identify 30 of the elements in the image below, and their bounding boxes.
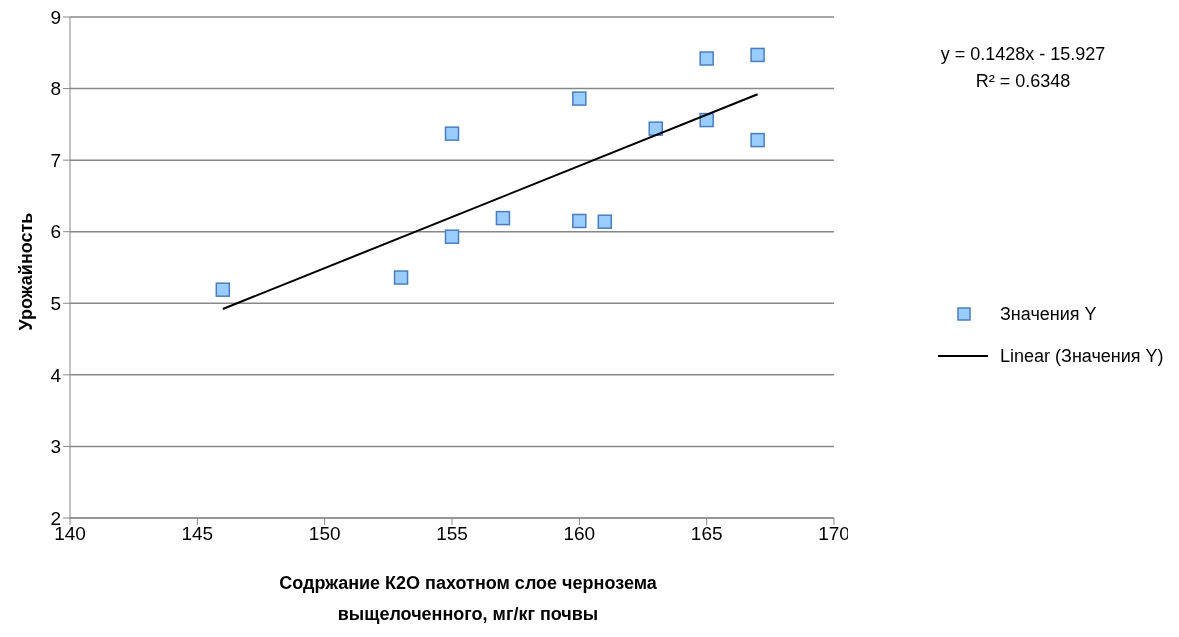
x-tick-label: 150 (308, 523, 341, 545)
x-axis-title: Содржание К2О пахотном слое чернозема выщелоченного, мг/кг почвы (278, 572, 658, 626)
legend-label: Значения Y (1000, 303, 1097, 325)
point (215, 282, 231, 297)
y-tick-label: 4 (50, 364, 62, 386)
legend-label: Linear (Значения Y) (1000, 345, 1164, 367)
text: R² = 0.6348 (974, 70, 1072, 93)
point (699, 51, 714, 66)
y-tick-label: 9 (50, 6, 61, 28)
point (444, 229, 460, 244)
x-tick-label: 160 (563, 523, 596, 545)
point (444, 126, 460, 141)
y-tick-label: 5 (50, 293, 61, 315)
point (393, 270, 409, 285)
y-axis-title: Урожайность (15, 211, 37, 333)
point (495, 210, 511, 226)
x-tick-label: 155 (436, 523, 468, 545)
y-tick-label: 6 (50, 221, 61, 243)
x-tick-label: 165 (690, 523, 723, 545)
point (597, 214, 613, 229)
point (648, 121, 663, 136)
point (572, 91, 587, 106)
x-tick-label: 145 (181, 523, 214, 545)
point (750, 47, 765, 63)
point (750, 132, 765, 148)
y-tick-label: 3 (50, 436, 61, 458)
text: y = 0.1428x - 15.927 (939, 43, 1107, 66)
point (572, 213, 587, 229)
y-tick-label: 7 (50, 149, 61, 171)
y-tick-label: 8 (50, 78, 61, 100)
